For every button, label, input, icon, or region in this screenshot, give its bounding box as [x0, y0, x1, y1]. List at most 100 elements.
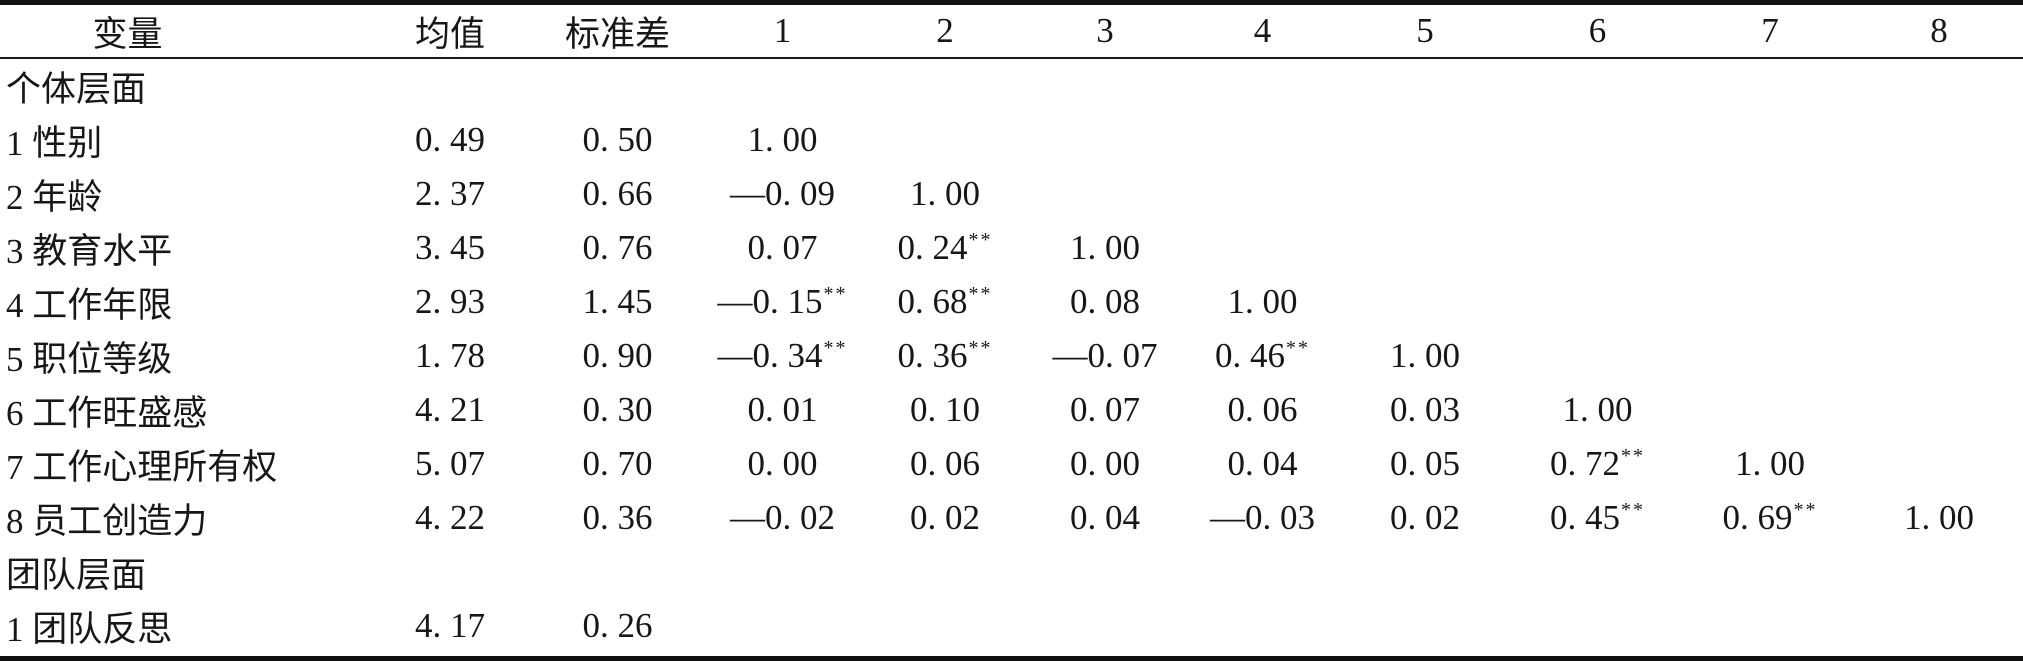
- column-header-variable: 变量: [0, 5, 365, 59]
- value-cell: 2. 37: [415, 174, 485, 213]
- value-cell: —0. 03: [1210, 498, 1315, 537]
- value-cell: [1510, 58, 1685, 113]
- column-header-5: 5: [1340, 5, 1510, 59]
- variable-label: 1 性别: [6, 123, 103, 163]
- value-cell: [1685, 383, 1855, 437]
- value-cell: 1. 00: [1562, 390, 1633, 429]
- value-cell: [1510, 167, 1685, 221]
- value-cell: 1. 78: [415, 336, 485, 375]
- value-cell: [1510, 221, 1685, 275]
- value-cell: [1855, 221, 2023, 275]
- variable-label: 7 工作心理所有权: [6, 447, 278, 487]
- value-cell: 0. 46**: [1215, 336, 1310, 375]
- data-row: 3 教育水平 3. 45 0. 76 0. 07 0. 24** 1. 00: [0, 221, 2023, 275]
- value-cell: 0. 10: [910, 390, 980, 429]
- value-cell: [1510, 329, 1685, 383]
- value-cell: 0. 69**: [1722, 498, 1818, 537]
- variable-label: 1 团队反思: [6, 609, 173, 649]
- data-row: 8 员工创造力 4. 22 0. 36 —0. 02 0. 02 0. 04 —0. 03 0…: [0, 491, 2023, 545]
- value-cell: [1185, 58, 1340, 113]
- variable-label: 6 工作旺盛感: [6, 393, 208, 433]
- value-cell: [1685, 275, 1855, 329]
- sig-stars: **: [1621, 499, 1645, 522]
- value-cell: [1685, 167, 1855, 221]
- value-cell: [1685, 221, 1855, 275]
- table-body: 个体层面 1 性别 0. 49 0. 50 1. 00 2 年龄 2. 37 0. 66 —0.…: [0, 58, 2023, 653]
- value-cell: 0. 01: [747, 390, 818, 429]
- value-cell: [865, 113, 1025, 167]
- value-cell: 1. 00: [910, 174, 980, 213]
- value-cell: [1185, 221, 1340, 275]
- data-row: 4 工作年限 2. 93 1. 45 —0. 15** 0. 68** 0. 08 1. 0…: [0, 275, 2023, 329]
- sig-stars: **: [968, 283, 993, 306]
- value-cell: [1510, 599, 1685, 653]
- value-cell: [1025, 58, 1185, 113]
- value-cell: [535, 545, 700, 599]
- section-label: 团队层面: [6, 555, 147, 595]
- value-cell: 0. 76: [582, 228, 653, 267]
- sig-stars: **: [968, 337, 993, 360]
- value-cell: [1685, 58, 1855, 113]
- variable-label: 2 年龄: [6, 177, 103, 217]
- value-cell: [1340, 167, 1510, 221]
- value-cell: [1855, 275, 2023, 329]
- value-cell: [865, 599, 1025, 653]
- value-cell: [700, 58, 865, 113]
- value-cell: [1685, 329, 1855, 383]
- variable-label: 8 员工创造力: [6, 501, 208, 541]
- value-cell: 0. 00: [1070, 444, 1140, 483]
- value-cell: [1855, 383, 2023, 437]
- value-cell: 0. 36: [582, 498, 653, 537]
- value-cell: [1510, 275, 1685, 329]
- value-cell: [1025, 113, 1185, 167]
- column-header-7: 7: [1685, 5, 1855, 59]
- data-row: 1 团队反思 4. 17 0. 26: [0, 599, 2023, 653]
- value-cell: [865, 545, 1025, 599]
- sig-stars: **: [968, 229, 993, 252]
- table-header-row: 变量 均值 标准差 1 2 3 4 5 6 7 8: [0, 5, 2023, 59]
- value-cell: [1685, 113, 1855, 167]
- data-row: 1 性别 0. 49 0. 50 1. 00: [0, 113, 2023, 167]
- value-cell: 4. 22: [415, 498, 485, 537]
- value-cell: [1185, 599, 1340, 653]
- value-cell: [1510, 113, 1685, 167]
- value-cell: —0. 07: [1052, 336, 1158, 375]
- value-cell: 1. 45: [582, 282, 653, 321]
- value-cell: 0. 26: [582, 606, 653, 645]
- column-header-4: 4: [1185, 5, 1340, 59]
- value-cell: 0. 50: [582, 120, 653, 159]
- sig-stars: **: [1286, 337, 1310, 360]
- data-row: 5 职位等级 1. 78 0. 90 —0. 34** 0. 36** —0. 07 0. …: [0, 329, 2023, 383]
- value-cell: —0. 09: [730, 174, 835, 213]
- value-cell: —0. 15**: [717, 282, 848, 321]
- value-cell: 0. 45**: [1550, 498, 1645, 537]
- value-cell: 1. 00: [1227, 282, 1298, 321]
- value-cell: 0. 06: [1227, 390, 1298, 429]
- value-cell: —0. 34**: [717, 336, 848, 375]
- value-cell: 0. 00: [747, 444, 818, 483]
- sig-stars: **: [1621, 445, 1645, 468]
- column-header-6: 6: [1510, 5, 1685, 59]
- value-cell: [1685, 545, 1855, 599]
- value-cell: [700, 545, 865, 599]
- section-label: 个体层面: [6, 69, 147, 109]
- value-cell: 0. 07: [1070, 390, 1140, 429]
- variable-label: 5 职位等级: [6, 339, 173, 379]
- correlation-table: 变量 均值 标准差 1 2 3 4 5 6 7 8 个体层面 1 性别 0. 49 0. 50 1. 00 2…: [0, 5, 2023, 653]
- value-cell: [1855, 437, 2023, 491]
- value-cell: [1340, 221, 1510, 275]
- value-cell: 0. 02: [910, 498, 980, 537]
- sig-stars: **: [823, 337, 848, 360]
- value-cell: [1855, 58, 2023, 113]
- value-cell: 0. 08: [1070, 282, 1140, 321]
- value-cell: 0. 36**: [897, 336, 993, 375]
- value-cell: [1855, 329, 2023, 383]
- value-cell: [1185, 167, 1340, 221]
- value-cell: 4. 21: [415, 390, 485, 429]
- value-cell: 0. 24**: [897, 228, 993, 267]
- value-cell: 0. 90: [582, 336, 653, 375]
- value-cell: —0. 02: [730, 498, 835, 537]
- value-cell: 0. 02: [1390, 498, 1460, 537]
- value-cell: 0. 66: [582, 174, 653, 213]
